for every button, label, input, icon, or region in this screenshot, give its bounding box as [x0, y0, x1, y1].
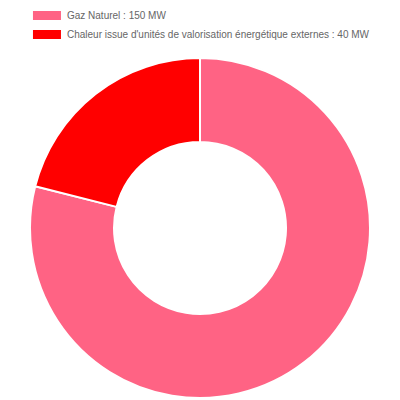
- svg-text:Chaleur issue d'unités de valo: Chaleur issue d'unités de valorisation é…: [67, 29, 370, 40]
- svg-text:Gaz Naturel : 150 MW: Gaz Naturel : 150 MW: [67, 10, 166, 21]
